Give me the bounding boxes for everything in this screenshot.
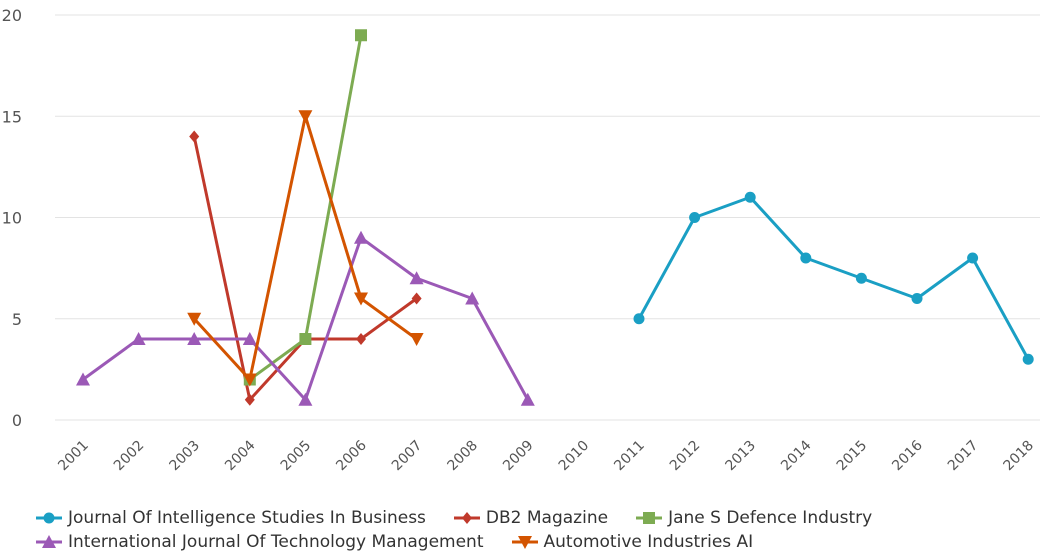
legend-item[interactable]: Automotive Industries AI xyxy=(511,532,754,552)
data-point xyxy=(242,373,257,387)
series-2 xyxy=(243,29,367,386)
legend-swatch-icon xyxy=(36,512,62,524)
data-point xyxy=(242,332,257,345)
x-tick-label: 2016 xyxy=(889,437,926,474)
data-point xyxy=(354,230,368,244)
x-tick-label: 2012 xyxy=(667,438,704,475)
legend: Journal Of Intelligence Studies In Busin… xyxy=(36,506,1036,554)
x-tick-label: 2004 xyxy=(222,437,259,474)
series-line xyxy=(248,34,363,381)
data-point xyxy=(633,313,645,325)
x-tick-label: 2009 xyxy=(500,438,537,475)
x-tick-label: 2013 xyxy=(723,438,760,475)
data-point xyxy=(189,130,200,143)
legend-item[interactable]: Jane S Defence Industry xyxy=(636,508,872,528)
legend-swatch-icon xyxy=(36,535,62,548)
legend-item[interactable]: DB2 Magazine xyxy=(453,508,609,528)
data-point xyxy=(354,292,368,306)
legend-label: Journal Of Intelligence Studies In Busin… xyxy=(68,508,426,528)
data-point xyxy=(131,332,146,345)
data-point xyxy=(800,252,812,264)
data-point xyxy=(299,333,312,345)
series-1 xyxy=(189,130,422,406)
data-point xyxy=(409,333,424,346)
legend-row: Journal Of Intelligence Studies In Busin… xyxy=(36,506,1036,530)
y-axis-ticks: 0 5 10 15 20 xyxy=(2,6,22,430)
data-point xyxy=(187,332,202,345)
data-point xyxy=(355,29,367,42)
legend-swatch-marker xyxy=(461,512,472,524)
x-tick-label: 2002 xyxy=(111,438,148,475)
legend-row: International Journal Of Technology Mana… xyxy=(36,530,1036,554)
x-tick-label: 2018 xyxy=(1001,438,1038,475)
data-point xyxy=(1022,353,1034,365)
legend-swatch-icon xyxy=(453,512,480,524)
series-line xyxy=(192,136,418,402)
data-point xyxy=(244,393,255,406)
y-tick-label: 0 xyxy=(12,411,22,430)
x-tick-label: 2010 xyxy=(556,438,593,475)
y-tick-label: 20 xyxy=(2,6,22,25)
data-point xyxy=(855,272,867,284)
x-tick-label: 2014 xyxy=(778,437,815,474)
legend-swatch-marker xyxy=(42,535,56,548)
legend-swatch-icon xyxy=(511,536,538,549)
legend-item[interactable]: Journal Of Intelligence Studies In Busin… xyxy=(36,508,426,528)
series-4 xyxy=(187,110,424,387)
x-tick-label: 2003 xyxy=(167,438,204,475)
data-point xyxy=(187,312,202,326)
legend-label: International Journal Of Technology Mana… xyxy=(68,532,484,552)
series-3 xyxy=(76,230,535,406)
y-tick-label: 10 xyxy=(2,209,22,228)
data-point xyxy=(689,212,701,223)
y-tick-label: 15 xyxy=(2,107,22,126)
data-point xyxy=(298,110,313,124)
x-tick-label: 2005 xyxy=(278,438,315,475)
x-tick-label: 2017 xyxy=(945,438,982,475)
series-line xyxy=(637,195,1030,360)
legend-swatch-marker xyxy=(643,512,656,524)
x-tick-label: 2007 xyxy=(389,438,426,475)
data-point xyxy=(465,291,480,305)
series-layer xyxy=(76,29,1034,406)
legend-item[interactable]: International Journal Of Technology Mana… xyxy=(36,532,484,552)
legend-swatch-icon xyxy=(636,512,663,524)
data-point xyxy=(409,271,424,285)
data-point xyxy=(298,392,313,406)
x-tick-label: 2011 xyxy=(611,438,648,475)
data-point xyxy=(411,292,422,305)
legend-label: DB2 Magazine xyxy=(485,508,609,528)
data-point xyxy=(76,372,90,386)
data-point xyxy=(744,191,756,203)
data-point xyxy=(520,392,535,406)
series-0 xyxy=(633,191,1034,365)
data-point xyxy=(911,293,923,304)
legend-label: Automotive Industries AI xyxy=(543,532,754,552)
x-axis-ticks: 2001 2002 2003 2004 2005 2006 2007 2008 2009 2010… xyxy=(55,437,1037,474)
legend-swatch-marker xyxy=(517,536,532,549)
legend-swatch-marker xyxy=(43,512,55,524)
data-point xyxy=(967,252,979,264)
x-tick-label: 2015 xyxy=(834,438,871,475)
x-tick-label: 2008 xyxy=(445,438,482,475)
legend-label: Jane S Defence Industry xyxy=(668,508,873,528)
gridlines xyxy=(55,14,1040,421)
data-point xyxy=(356,333,366,345)
y-tick-label: 5 xyxy=(12,310,22,329)
x-tick-label: 2001 xyxy=(55,438,92,475)
x-tick-label: 2006 xyxy=(333,437,370,474)
